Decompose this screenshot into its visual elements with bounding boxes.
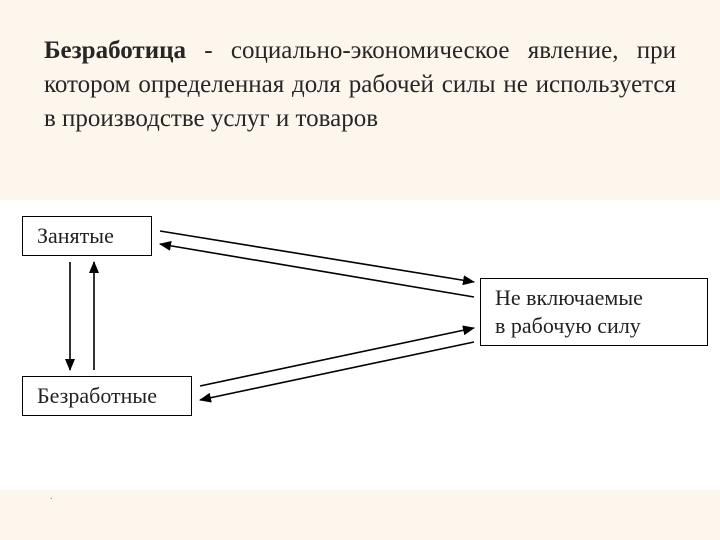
node-unemployed: Безработные [22, 376, 192, 416]
slide: Безработица - социально-экономическое яв… [0, 0, 720, 540]
edge-employed-notinlabor [160, 231, 474, 282]
definition-paragraph: Безработица - социально-экономическое яв… [44, 34, 676, 135]
node-notinlabor: Не включаемые в рабочую силу [480, 278, 708, 346]
edge-notinlabor-employed [160, 244, 474, 297]
footnote: . [50, 491, 53, 502]
diagram: Занятые Безработные Не включаемые в рабочу… [0, 200, 720, 490]
definition-term: Безработица [44, 37, 186, 64]
edge-unemployed-notinlabor [200, 328, 474, 386]
definition-separator: - [186, 37, 231, 64]
node-employed: Занятые [22, 216, 152, 256]
edge-notinlabor-unemployed [200, 342, 474, 400]
